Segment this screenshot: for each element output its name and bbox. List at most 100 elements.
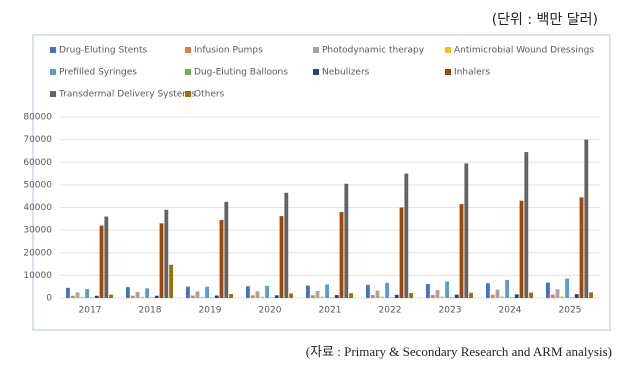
legend-swatch: [185, 69, 191, 75]
bar: [370, 295, 375, 298]
legend-label: Dug-Eluting Balloons: [194, 68, 288, 78]
legend-swatch: [445, 47, 451, 53]
bar: [426, 283, 430, 298]
bar: [159, 223, 164, 298]
y-tick-label: 70000: [23, 135, 52, 145]
bar: [214, 295, 219, 298]
y-tick-label: 30000: [23, 226, 52, 236]
bar: [325, 284, 330, 298]
x-tick-label: 2022: [379, 306, 402, 316]
bar: [404, 173, 409, 298]
bar: [186, 286, 190, 298]
bar: [109, 294, 114, 298]
legend-label: Inhalers: [454, 68, 490, 78]
bar: [430, 295, 435, 298]
bar: [366, 284, 370, 298]
bar: [469, 292, 474, 298]
bar: [440, 296, 445, 298]
legend-swatch: [313, 69, 319, 75]
y-tick-label: 50000: [23, 180, 52, 190]
legend-swatch: [50, 91, 56, 97]
bar: [135, 291, 140, 298]
y-tick-label: 20000: [23, 248, 52, 258]
x-tick-label: 2019: [199, 306, 222, 316]
bar: [454, 294, 459, 298]
bar: [224, 201, 229, 298]
bar: [255, 291, 260, 298]
bar: [546, 282, 550, 298]
bar: [589, 292, 594, 298]
legend-swatch: [185, 91, 191, 97]
bar: [445, 281, 450, 298]
bar: [565, 278, 570, 298]
legend-label: Infusion Pumps: [194, 46, 263, 56]
bar: [510, 297, 514, 298]
legend-swatch: [313, 47, 319, 53]
bar: [94, 295, 99, 298]
x-tick-label: 2023: [439, 306, 462, 316]
bar: [246, 286, 250, 298]
y-tick-label: 10000: [23, 271, 52, 281]
bar: [390, 297, 394, 298]
bar: [265, 285, 270, 298]
bar: [306, 285, 310, 298]
bar: [126, 287, 130, 298]
bar: [80, 296, 85, 298]
bar: [190, 295, 195, 298]
bar: [310, 295, 315, 298]
bar: [385, 282, 390, 298]
bar: [104, 216, 109, 298]
legend-label: Antimicrobial Wound Dressings: [454, 46, 594, 56]
bar: [200, 296, 205, 298]
legend-label: Prefilled Syringes: [59, 68, 137, 78]
x-tick-label: 2017: [79, 306, 102, 316]
bar: [584, 139, 589, 298]
bar: [279, 216, 284, 298]
x-tick-label: 2025: [559, 306, 582, 316]
bar: [154, 295, 159, 298]
bar: [514, 294, 519, 298]
bar: [169, 264, 174, 298]
bar: [519, 200, 524, 298]
unit-note: (단위 : 백만 달러): [492, 12, 598, 28]
bar: [250, 295, 255, 298]
bar: [555, 289, 560, 298]
legend-label: Transdermal Delivery Systems: [58, 90, 196, 100]
bar: [529, 292, 534, 298]
legend-swatch: [445, 69, 451, 75]
legend-swatch: [50, 47, 56, 53]
bar: [145, 288, 150, 298]
bar: [500, 296, 505, 298]
bar: [70, 295, 75, 298]
bar: [339, 212, 344, 298]
bar: [495, 289, 500, 298]
y-tick-label: 60000: [23, 158, 52, 168]
bar: [344, 183, 349, 298]
bar: [85, 288, 90, 298]
bar: [490, 294, 495, 298]
bar: [330, 297, 334, 298]
y-tick-label: 0: [46, 294, 52, 304]
bar: [320, 296, 325, 298]
bar: [334, 295, 339, 298]
bar: [399, 207, 404, 298]
bar: [394, 294, 399, 298]
bar: [380, 296, 385, 298]
bar: [464, 163, 469, 298]
bar: [349, 293, 354, 298]
bar: [570, 297, 574, 298]
bar: [274, 295, 279, 298]
bar: [289, 293, 294, 298]
bar: [579, 197, 584, 298]
legend-label: Drug-Eluting Stents: [59, 46, 148, 56]
bar: [75, 292, 80, 298]
bar: [130, 295, 135, 298]
legend-swatch: [185, 47, 191, 53]
x-tick-label: 2020: [259, 306, 282, 316]
bar: [450, 297, 454, 298]
x-tick-label: 2018: [139, 306, 162, 316]
bar: [435, 290, 440, 298]
chart-frame: [32, 34, 611, 331]
bar: [219, 219, 224, 298]
